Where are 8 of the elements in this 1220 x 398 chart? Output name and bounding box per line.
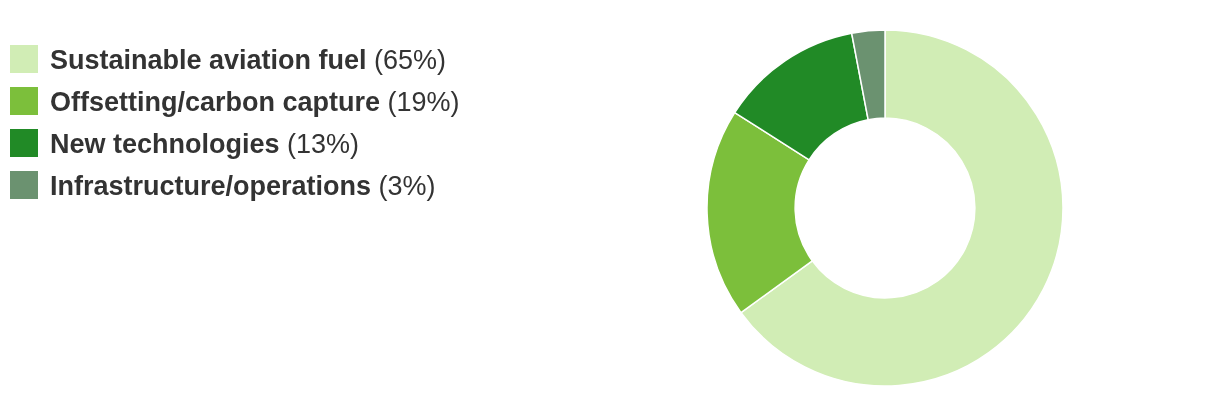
legend-label: Infrastructure/operations <box>50 171 372 201</box>
legend-label: Sustainable aviation fuel <box>50 45 367 75</box>
data-label: (65%) <box>366 45 447 75</box>
data-label: (3%) <box>371 171 436 201</box>
legend-label: Offsetting/carbon capture <box>50 87 381 117</box>
data-label: (13%) <box>279 129 360 159</box>
legend-label: New technologies <box>50 129 280 159</box>
data-label: (19%) <box>380 87 460 117</box>
